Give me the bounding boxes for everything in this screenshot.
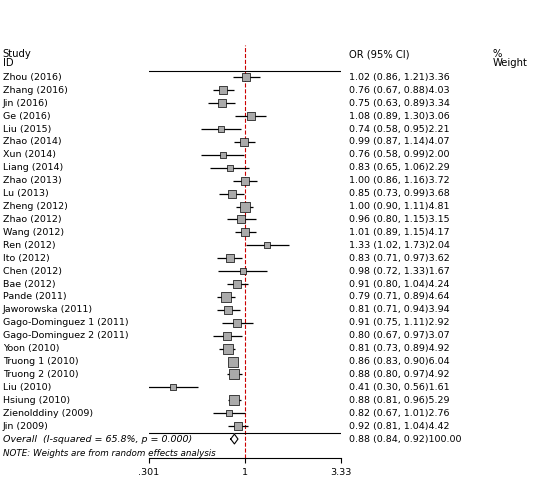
Point: [234, 422, 243, 430]
Text: 0.75 (0.63, 0.89)3.34: 0.75 (0.63, 0.89)3.34: [349, 99, 450, 108]
Text: 0.85 (0.73, 0.99)3.68: 0.85 (0.73, 0.99)3.68: [349, 189, 450, 198]
Point: [240, 202, 249, 210]
Text: Bae (2012): Bae (2012): [3, 280, 56, 289]
Text: 0.96 (0.80, 1.15)3.15: 0.96 (0.80, 1.15)3.15: [349, 215, 450, 224]
Text: ID: ID: [3, 58, 13, 68]
Point: [222, 293, 230, 301]
Text: 0.91 (0.75, 1.11)2.92: 0.91 (0.75, 1.11)2.92: [349, 318, 450, 327]
Point: [224, 409, 233, 417]
Point: [239, 138, 248, 146]
Point: [230, 396, 239, 404]
Point: [233, 280, 241, 288]
Text: Study: Study: [3, 49, 31, 59]
Text: Gago-Dominguez 2 (2011): Gago-Dominguez 2 (2011): [3, 331, 128, 340]
Text: Lu (2013): Lu (2013): [3, 189, 48, 198]
Text: Truong 2 (2010): Truong 2 (2010): [3, 370, 78, 379]
Text: Jin (2009): Jin (2009): [3, 422, 48, 431]
Text: Xun (2014): Xun (2014): [3, 150, 56, 159]
Text: 0.79 (0.71, 0.89)4.64: 0.79 (0.71, 0.89)4.64: [349, 293, 450, 302]
Text: 0.99 (0.87, 1.14)4.07: 0.99 (0.87, 1.14)4.07: [349, 137, 450, 146]
Text: Pande (2011): Pande (2011): [3, 293, 67, 302]
Text: Zhao (2012): Zhao (2012): [3, 215, 62, 224]
Text: 0.81 (0.73, 0.89)4.92: 0.81 (0.73, 0.89)4.92: [349, 344, 450, 353]
Text: Yoon (2010): Yoon (2010): [3, 344, 59, 353]
Text: 1.01 (0.89, 1.15)4.17: 1.01 (0.89, 1.15)4.17: [349, 228, 450, 237]
Point: [263, 241, 272, 249]
Text: NOTE: Weights are from random effects analysis: NOTE: Weights are from random effects an…: [3, 449, 216, 458]
Text: 0.98 (0.72, 1.33)1.67: 0.98 (0.72, 1.33)1.67: [349, 267, 450, 276]
Text: Weight: Weight: [492, 58, 527, 68]
Text: 0.74 (0.58, 0.95)2.21: 0.74 (0.58, 0.95)2.21: [349, 125, 450, 134]
Point: [241, 228, 250, 236]
Point: [223, 345, 232, 353]
Text: OR (95% CI): OR (95% CI): [349, 49, 410, 59]
Text: Jaworowska (2011): Jaworowska (2011): [3, 306, 93, 314]
Text: 0.83 (0.65, 1.06)2.29: 0.83 (0.65, 1.06)2.29: [349, 163, 450, 172]
Point: [233, 319, 241, 327]
Text: 0.82 (0.67, 1.01)2.76: 0.82 (0.67, 1.01)2.76: [349, 409, 450, 418]
Text: Ren (2012): Ren (2012): [3, 241, 56, 250]
Text: 1.02 (0.86, 1.21)3.36: 1.02 (0.86, 1.21)3.36: [349, 73, 450, 82]
Text: 0.81 (0.71, 0.94)3.94: 0.81 (0.71, 0.94)3.94: [349, 306, 450, 314]
Text: Wang (2012): Wang (2012): [3, 228, 64, 237]
Point: [169, 383, 178, 391]
Text: 0.88 (0.84, 0.92)100.00: 0.88 (0.84, 0.92)100.00: [349, 434, 462, 443]
Point: [223, 306, 232, 314]
Point: [237, 215, 246, 223]
Point: [218, 151, 227, 159]
Text: 0.80 (0.67, 0.97)3.07: 0.80 (0.67, 0.97)3.07: [349, 331, 450, 340]
Polygon shape: [230, 434, 238, 444]
Text: Zhao (2013): Zhao (2013): [3, 176, 62, 185]
Text: Zheng (2012): Zheng (2012): [3, 202, 68, 211]
Point: [227, 189, 236, 197]
Text: Zhang (2016): Zhang (2016): [3, 86, 68, 95]
Point: [218, 86, 227, 94]
Text: Zhou (2016): Zhou (2016): [3, 73, 62, 82]
Text: 0.76 (0.67, 0.88)4.03: 0.76 (0.67, 0.88)4.03: [349, 86, 450, 95]
Text: Ito (2012): Ito (2012): [3, 254, 49, 263]
Point: [240, 177, 249, 185]
Point: [246, 112, 255, 120]
Text: Liu (2010): Liu (2010): [3, 383, 51, 392]
Text: Chen (2012): Chen (2012): [3, 267, 62, 276]
Text: 0.76 (0.58, 0.99)2.00: 0.76 (0.58, 0.99)2.00: [349, 150, 450, 159]
Point: [217, 99, 226, 107]
Text: Gago-Dominguez 1 (2011): Gago-Dominguez 1 (2011): [3, 318, 128, 327]
Text: 0.83 (0.71, 0.97)3.62: 0.83 (0.71, 0.97)3.62: [349, 254, 450, 263]
Text: 0.88 (0.80, 0.97)4.92: 0.88 (0.80, 0.97)4.92: [349, 370, 450, 379]
Text: %: %: [492, 49, 502, 59]
Text: 0.91 (0.80, 1.04)4.24: 0.91 (0.80, 1.04)4.24: [349, 280, 450, 289]
Point: [216, 125, 225, 133]
Point: [239, 267, 248, 275]
Point: [242, 73, 251, 81]
Text: Truong 1 (2010): Truong 1 (2010): [3, 357, 78, 366]
Text: 1.00 (0.86, 1.16)3.72: 1.00 (0.86, 1.16)3.72: [349, 176, 450, 185]
Point: [222, 332, 231, 340]
Text: 0.86 (0.83, 0.90)6.04: 0.86 (0.83, 0.90)6.04: [349, 357, 450, 366]
Text: Liu (2015): Liu (2015): [3, 125, 51, 134]
Point: [230, 370, 239, 378]
Text: Zhao (2014): Zhao (2014): [3, 137, 62, 146]
Text: Overall  (I-squared = 65.8%, p = 0.000): Overall (I-squared = 65.8%, p = 0.000): [3, 434, 192, 443]
Text: Ge (2016): Ge (2016): [3, 112, 51, 121]
Text: Liang (2014): Liang (2014): [3, 163, 63, 172]
Text: Zienolddiny (2009): Zienolddiny (2009): [3, 409, 93, 418]
Point: [226, 254, 234, 262]
Point: [228, 358, 237, 366]
Text: 1.33 (1.02, 1.73)2.04: 1.33 (1.02, 1.73)2.04: [349, 241, 450, 250]
Text: 0.88 (0.81, 0.96)5.29: 0.88 (0.81, 0.96)5.29: [349, 396, 450, 405]
Point: [226, 164, 234, 172]
Text: 1.00 (0.90, 1.11)4.81: 1.00 (0.90, 1.11)4.81: [349, 202, 450, 211]
Text: Jin (2016): Jin (2016): [3, 99, 48, 108]
Text: 0.92 (0.81, 1.04)4.42: 0.92 (0.81, 1.04)4.42: [349, 422, 450, 431]
Text: 0.41 (0.30, 0.56)1.61: 0.41 (0.30, 0.56)1.61: [349, 383, 450, 392]
Text: Hsiung (2010): Hsiung (2010): [3, 396, 70, 405]
Text: 1.08 (0.89, 1.30)3.06: 1.08 (0.89, 1.30)3.06: [349, 112, 450, 121]
